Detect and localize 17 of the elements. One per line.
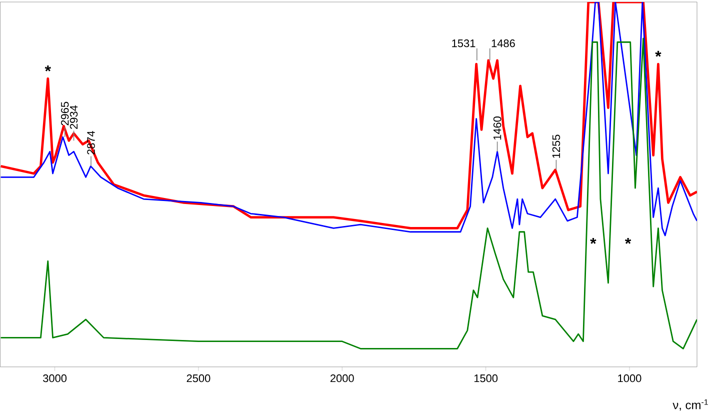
x-tick-label: 1500 bbox=[474, 374, 498, 382]
annotation: 1255 bbox=[552, 134, 560, 158]
annotation: 2965 bbox=[60, 102, 69, 126]
x-tick-label: 3000 bbox=[43, 374, 67, 382]
x-tick-label: 2000 bbox=[330, 374, 354, 382]
annotation: * bbox=[44, 66, 51, 72]
x-tick-label: 1000 bbox=[618, 374, 642, 382]
annotation: 2874 bbox=[87, 131, 95, 155]
x-axis-title: ν, cm$^{-1}$ bbox=[672, 399, 708, 411]
annotation: * bbox=[624, 238, 632, 244]
annotation: 1460 bbox=[493, 116, 502, 140]
x-tick-label: 2500 bbox=[186, 374, 210, 382]
annotation: * bbox=[655, 50, 662, 57]
annotation: 1531 bbox=[452, 40, 476, 48]
annotation: * bbox=[590, 238, 596, 244]
annotation: 1486 bbox=[492, 40, 515, 48]
annotation: 2934 bbox=[70, 105, 78, 129]
